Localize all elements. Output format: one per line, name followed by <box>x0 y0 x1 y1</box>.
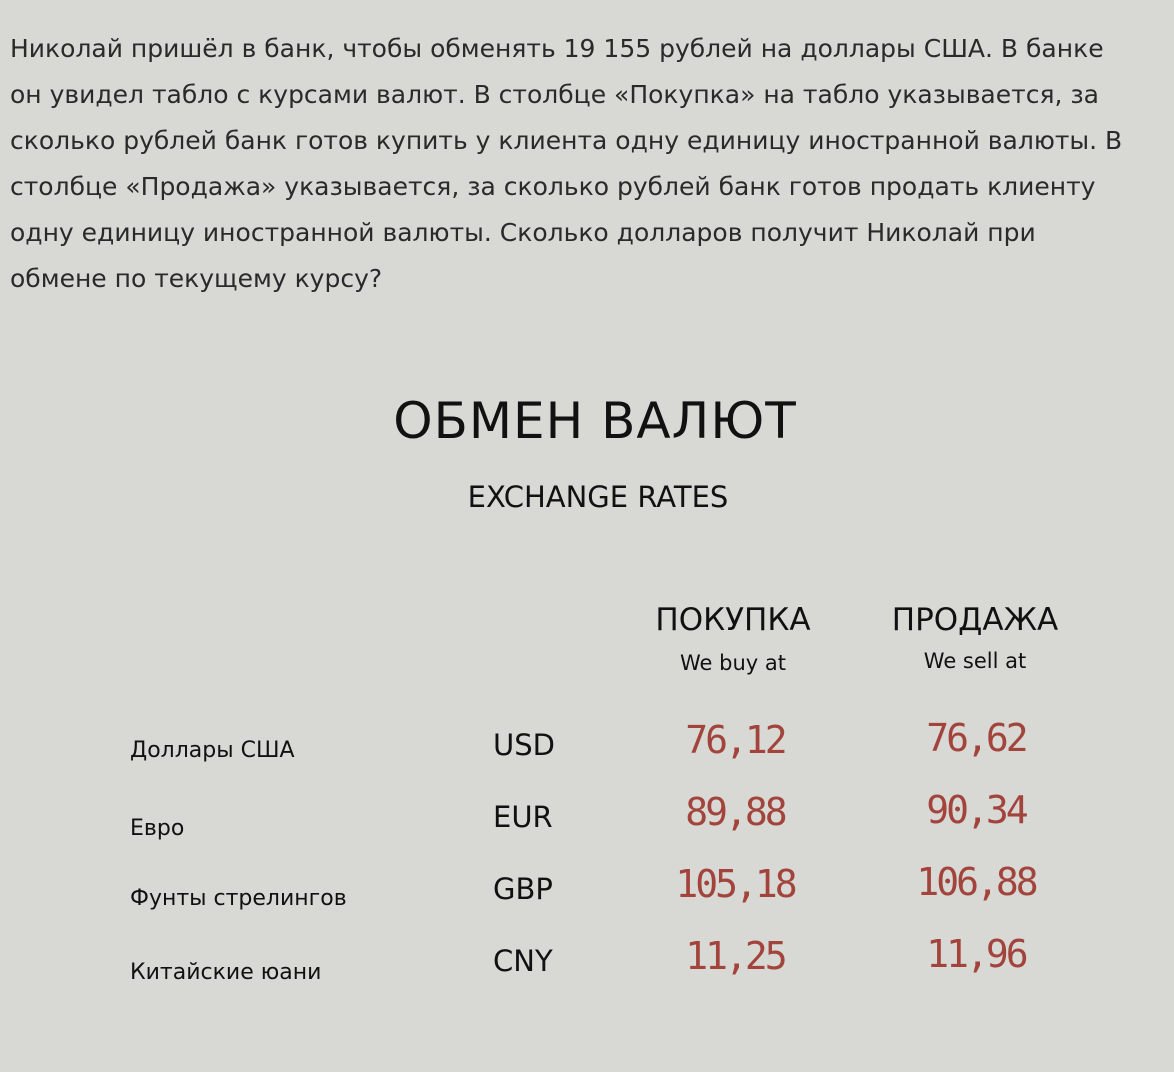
buy-rate: 89,88 <box>685 790 787 834</box>
problem-line: одну единицу иностранной валюты. Сколько… <box>10 218 1036 247</box>
currency-code: USD <box>493 728 555 762</box>
buy-column-subheader: We buy at <box>680 651 786 675</box>
rate-row-usd: Доллары США USD 76,12 76,62 <box>0 716 1174 778</box>
sell-column-subheader: We sell at <box>923 649 1027 673</box>
sell-rate: 11,96 <box>926 932 1028 976</box>
currency-code: EUR <box>493 800 553 834</box>
board-subtitle: EXCHANGE RATES <box>467 480 729 514</box>
buy-rate: 11,25 <box>685 934 787 978</box>
sell-column-header: ПРОДАЖА <box>891 602 1059 638</box>
currency-name: Доллары США <box>130 738 295 763</box>
sell-rate: 90,34 <box>926 788 1028 832</box>
sell-rate: 76,62 <box>926 716 1028 760</box>
problem-line: обмене по текущему курсу? <box>10 264 383 293</box>
buy-rate: 76,12 <box>685 718 787 762</box>
currency-name: Евро <box>130 816 185 841</box>
problem-line: Николай пришёл в банк, чтобы обменять 19… <box>10 34 1104 63</box>
problem-line: он увидел табло с курсами валют. В столб… <box>10 80 1099 109</box>
problem-text: Николай пришёл в банк, чтобы обменять 19… <box>10 26 1170 302</box>
rate-row-cny: Китайские юани CNY 11,25 11,96 <box>0 932 1174 994</box>
sell-rate: 106,88 <box>916 860 1038 904</box>
currency-code: GBP <box>493 872 553 906</box>
rate-row-eur: Евро EUR 89,88 90,34 <box>0 788 1174 850</box>
board-title: ОБМЕН ВАЛЮТ <box>393 392 797 450</box>
currency-name: Фунты стрелингов <box>130 886 347 911</box>
currency-name: Китайские юани <box>130 960 322 985</box>
buy-column-header: ПОКУПКА <box>655 602 811 638</box>
rate-row-gbp: Фунты стрелингов GBP 105,18 106,88 <box>0 860 1174 922</box>
currency-code: CNY <box>493 944 553 978</box>
buy-rate: 105,18 <box>675 862 797 906</box>
problem-line: столбце «Продажа» указывается, за скольк… <box>10 172 1096 201</box>
problem-line: сколько рублей банк готов купить у клиен… <box>10 126 1123 155</box>
